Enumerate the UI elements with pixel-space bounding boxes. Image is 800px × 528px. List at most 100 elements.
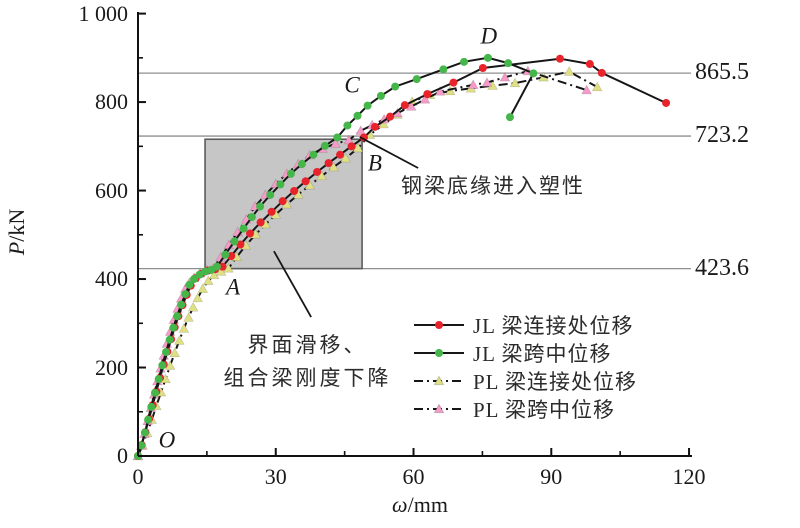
- marker-pl-connection: [178, 323, 190, 333]
- marker-jl-midspan: [230, 237, 239, 246]
- marker-jl-midspan: [140, 428, 149, 437]
- legend-label-pl-connection: PL 梁连接处位移: [473, 370, 637, 394]
- marker-jl-midspan: [181, 290, 190, 299]
- marker-jl-connection: [336, 150, 345, 159]
- marker-jl-connection: [313, 167, 322, 176]
- y-tick-label-0: 0: [117, 443, 128, 468]
- annotation-steel-plastic: 钢梁底缘进入塑性: [401, 174, 585, 198]
- marker-jl-connection: [400, 101, 409, 110]
- annotation-interface-slip: 界面滑移、 组合梁刚度下降: [200, 329, 415, 395]
- marker-jl-midspan: [137, 441, 146, 450]
- y-axis-symbol: P: [4, 241, 29, 256]
- marker-jl-connection: [347, 142, 356, 151]
- ref-label-865.5: 865.5: [695, 59, 749, 86]
- marker-jl-midspan: [286, 169, 295, 178]
- x-axis-symbol: ω: [392, 492, 408, 517]
- marker-jl-connection: [370, 122, 379, 131]
- marker-pl-connection: [328, 161, 339, 172]
- marker-jl-connection: [218, 262, 227, 271]
- y-tick-label-1000: 1 000: [78, 0, 129, 26]
- marker-pl-connection: [164, 360, 176, 370]
- marker-jl-connection: [256, 218, 265, 227]
- y-axis-title: P/kN: [4, 187, 30, 277]
- marker-pl-connection: [169, 347, 181, 358]
- marker-jl-connection: [386, 112, 395, 121]
- point-label-B: B: [367, 150, 382, 176]
- legend-item-jl-midspan: JL 梁跨中位移: [412, 339, 637, 367]
- legend: JL 梁连接处位移 JL 梁跨中位移 PL 梁连接处位移 PL 梁跨中位移: [412, 311, 637, 423]
- marker-pl-connection: [352, 142, 364, 153]
- marker-jl-midspan: [247, 213, 256, 222]
- y-tick-label-400: 400: [95, 266, 128, 292]
- marker-jl-midspan: [147, 402, 156, 411]
- marker-jl-midspan: [195, 270, 204, 279]
- marker-jl-midspan: [177, 300, 186, 309]
- marker-jl-midspan: [169, 323, 178, 332]
- y-axis-unit: /kN: [4, 208, 29, 242]
- marker-jl-connection: [301, 177, 310, 186]
- x-tick-label-120: 120: [672, 464, 706, 489]
- marker-jl-connection: [662, 98, 671, 107]
- legend-label-jl-midspan: JL 梁跨中位移: [473, 342, 612, 366]
- marker-jl-connection: [556, 54, 565, 63]
- marker-jl-midspan: [333, 133, 342, 142]
- marker-pl-connection: [202, 275, 214, 285]
- x-tick-label-60: 60: [402, 464, 425, 489]
- marker-jl-connection: [597, 68, 606, 77]
- marker-jl-midspan: [412, 75, 421, 84]
- marker-pl-midspan: [499, 71, 511, 82]
- marker-pl-connection: [316, 170, 327, 181]
- marker-pl-connection: [183, 312, 194, 322]
- marker-pl-midspan: [481, 77, 493, 87]
- marker-pl-connection: [192, 292, 204, 303]
- marker-pl-connection: [509, 77, 521, 88]
- y-tick-label-600: 600: [95, 177, 128, 203]
- slip-leader: [273, 250, 312, 318]
- marker-jl-connection: [267, 207, 276, 216]
- marker-jl-midspan: [158, 361, 167, 370]
- marker-jl-midspan: [297, 160, 306, 169]
- marker-pl-connection: [208, 269, 220, 280]
- marker-jl-midspan: [529, 69, 538, 78]
- x-tick-label-30: 30: [264, 464, 287, 489]
- legend-item-jl-connection: JL 梁连接处位移: [412, 311, 637, 339]
- marker-pl-connection: [340, 152, 351, 163]
- marker-jl-midspan: [376, 91, 385, 100]
- marker-pl-connection: [444, 85, 456, 96]
- marker-pl-midspan: [405, 101, 417, 111]
- marker-jl-midspan: [320, 141, 329, 150]
- marker-jl-connection: [478, 64, 487, 73]
- marker-jl-midspan: [309, 150, 318, 159]
- marker-jl-midspan: [162, 348, 171, 357]
- marker-jl-midspan: [505, 113, 514, 122]
- marker-pl-connection: [591, 81, 603, 92]
- marker-jl-midspan: [239, 224, 248, 233]
- legend-marker-pl-connection: [414, 375, 464, 386]
- marker-jl-midspan: [266, 190, 275, 199]
- marker-jl-connection: [449, 78, 458, 87]
- marker-pl-midspan: [467, 79, 479, 89]
- marker-jl-connection: [585, 60, 594, 69]
- legend-label-jl-connection: JL 梁连接处位移: [473, 314, 634, 338]
- marker-jl-midspan: [221, 250, 230, 259]
- ref-label-723.2: 723.2: [695, 122, 749, 149]
- marker-jl-midspan: [212, 262, 221, 271]
- marker-jl-midspan: [504, 59, 513, 68]
- x-tick-label-0: 0: [132, 464, 144, 489]
- marker-jl-connection: [246, 229, 255, 238]
- marker-jl-midspan: [150, 388, 159, 397]
- marker-jl-connection: [227, 252, 236, 261]
- marker-pl-connection: [197, 283, 209, 293]
- marker-jl-midspan: [460, 57, 469, 66]
- marker-jl-midspan: [256, 202, 265, 211]
- marker-pl-midspan: [355, 125, 367, 135]
- marker-jl-midspan: [173, 312, 182, 321]
- marker-jl-midspan: [190, 275, 199, 284]
- point-label-D: D: [480, 23, 498, 49]
- ref-label-423.6: 423.6: [695, 254, 749, 281]
- marker-pl-midspan: [419, 94, 431, 104]
- point-label-A: A: [226, 274, 241, 300]
- marker-jl-connection: [236, 240, 245, 249]
- marker-pl-connection: [563, 66, 575, 76]
